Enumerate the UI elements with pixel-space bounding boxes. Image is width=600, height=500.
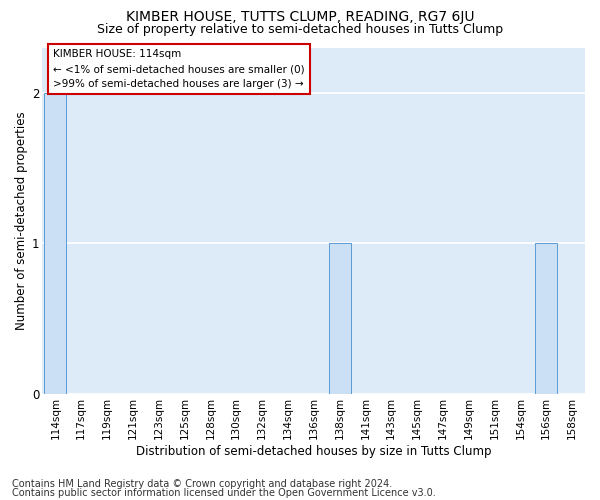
Bar xyxy=(329,244,350,394)
Bar xyxy=(44,92,67,394)
Bar xyxy=(535,244,557,394)
Text: Contains public sector information licensed under the Open Government Licence v3: Contains public sector information licen… xyxy=(12,488,436,498)
Text: Contains HM Land Registry data © Crown copyright and database right 2024.: Contains HM Land Registry data © Crown c… xyxy=(12,479,392,489)
Y-axis label: Number of semi-detached properties: Number of semi-detached properties xyxy=(15,112,28,330)
Text: KIMBER HOUSE: 114sqm
← <1% of semi-detached houses are smaller (0)
>99% of semi-: KIMBER HOUSE: 114sqm ← <1% of semi-detac… xyxy=(53,49,305,89)
Text: KIMBER HOUSE, TUTTS CLUMP, READING, RG7 6JU: KIMBER HOUSE, TUTTS CLUMP, READING, RG7 … xyxy=(126,10,474,24)
Text: Size of property relative to semi-detached houses in Tutts Clump: Size of property relative to semi-detach… xyxy=(97,22,503,36)
X-axis label: Distribution of semi-detached houses by size in Tutts Clump: Distribution of semi-detached houses by … xyxy=(136,444,491,458)
